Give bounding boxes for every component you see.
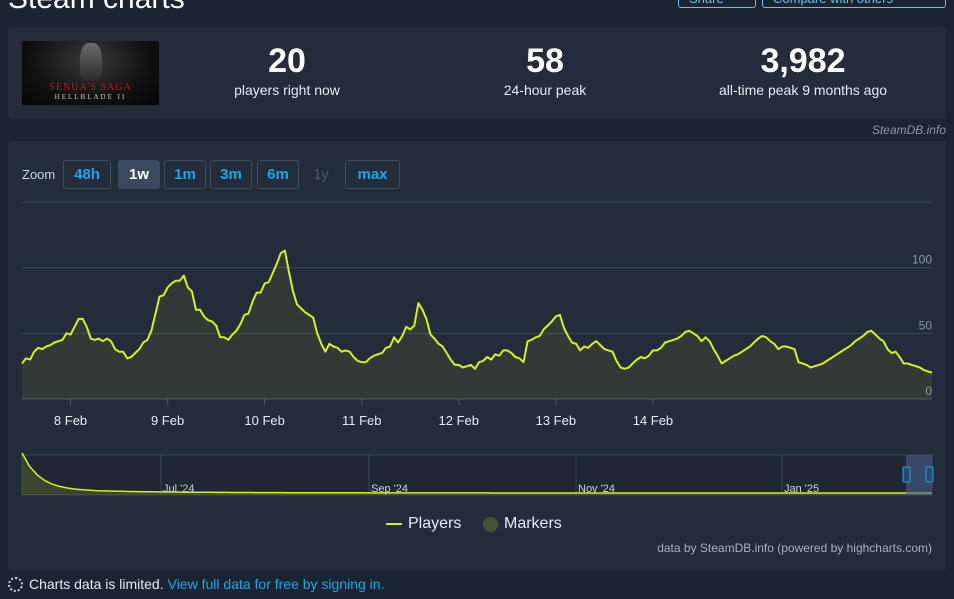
capsule-figure xyxy=(80,43,102,81)
alltime-peak-value: 3,982 xyxy=(760,42,846,80)
current-players-value: 20 xyxy=(268,42,306,80)
navigator-handle-left xyxy=(902,466,911,483)
capsule-subtitle: HELLBLADE II xyxy=(54,93,127,101)
share-button[interactable]: Share xyxy=(678,0,756,8)
peak-24h-label: 24-hour peak xyxy=(503,82,587,98)
x-tick-label: 8 Feb xyxy=(54,413,87,428)
navigator-tick-label: Jan '25 xyxy=(784,483,819,495)
navigator-tick-label: Sep '24 xyxy=(371,483,408,495)
legend-dot-icon xyxy=(483,516,498,532)
legend-markers-label: Markers xyxy=(504,515,562,532)
loading-circle-icon xyxy=(8,576,23,592)
x-tick-label: 13 Feb xyxy=(536,413,576,428)
legend-players-label: Players xyxy=(408,515,462,532)
zoom-button-1w[interactable]: 1w xyxy=(118,160,160,189)
alltime-peak-label: all-time peak 9 months ago xyxy=(718,82,888,98)
stat-24h-peak: 58 24-hour peak xyxy=(468,41,622,99)
navigator-tick-label: Nov '24 xyxy=(578,483,615,495)
zoom-button-1y: 1y xyxy=(304,160,338,189)
capsule-title: SENUA'S SAGA xyxy=(49,82,132,93)
legend-players[interactable]: Players xyxy=(386,515,461,533)
zoom-button-max[interactable]: max xyxy=(345,160,400,189)
y-tick-label-100: 100 xyxy=(912,253,932,267)
compare-button[interactable]: Compare with others xyxy=(762,0,946,8)
stat-alltime-peak: 3,982 all-time peak 9 months ago xyxy=(698,41,908,99)
zoom-button-1m[interactable]: 1m xyxy=(164,160,206,189)
player-chart[interactable]: 0 50 100 8 Feb 9 Feb 10 Feb 11 Feb 12 Feb 13 Feb… xyxy=(8,141,946,570)
limited-text: Charts data is limited. xyxy=(29,576,164,592)
zoom-button-6m[interactable]: 6m xyxy=(257,160,299,189)
series-line-players xyxy=(21,249,933,374)
peak-24h-value: 58 xyxy=(526,42,564,80)
legend-markers[interactable]: Markers xyxy=(483,515,562,533)
zoom-button-3m[interactable]: 3m xyxy=(210,160,252,189)
legend-line-icon xyxy=(386,523,402,525)
current-players-label: players right now xyxy=(234,82,340,98)
x-tick-label: 12 Feb xyxy=(439,413,479,428)
limited-notice: Charts data is limited. View full data f… xyxy=(8,576,384,592)
x-tick-label: 11 Feb xyxy=(342,413,382,428)
navigator-line xyxy=(21,452,932,494)
game-capsule-image[interactable]: SENUA'S SAGA HELLBLADE II xyxy=(22,41,159,105)
steamdb-credit: SteamDB.info xyxy=(871,123,946,137)
navigator-handle-right xyxy=(925,466,934,483)
x-tick-label: 14 Feb xyxy=(633,413,673,428)
chart-panel: Zoom 48h 1w 1m 3m 6m 1y max 0 50 100 8 Feb 9 Feb 10… xyxy=(8,141,946,570)
y-tick-label-0: 0 xyxy=(925,384,932,398)
x-tick-label: 10 Feb xyxy=(244,413,284,428)
x-tick-label: 9 Feb xyxy=(151,413,184,428)
y-tick-label-50: 50 xyxy=(919,318,933,332)
stats-panel: SENUA'S SAGA HELLBLADE II 20 players rig… xyxy=(8,27,946,119)
navigator-frame xyxy=(21,454,933,496)
zoom-label: Zoom xyxy=(22,167,56,182)
series-area xyxy=(22,250,932,399)
stat-current: 20 players right now xyxy=(208,41,366,99)
sign-in-link[interactable]: View full data for free by signing in. xyxy=(167,576,385,592)
powered-by: data by SteamDB.info (powered by highcha… xyxy=(657,541,932,555)
page-title: Steam charts xyxy=(8,0,185,16)
zoom-button-48h[interactable]: 48h xyxy=(63,160,111,189)
